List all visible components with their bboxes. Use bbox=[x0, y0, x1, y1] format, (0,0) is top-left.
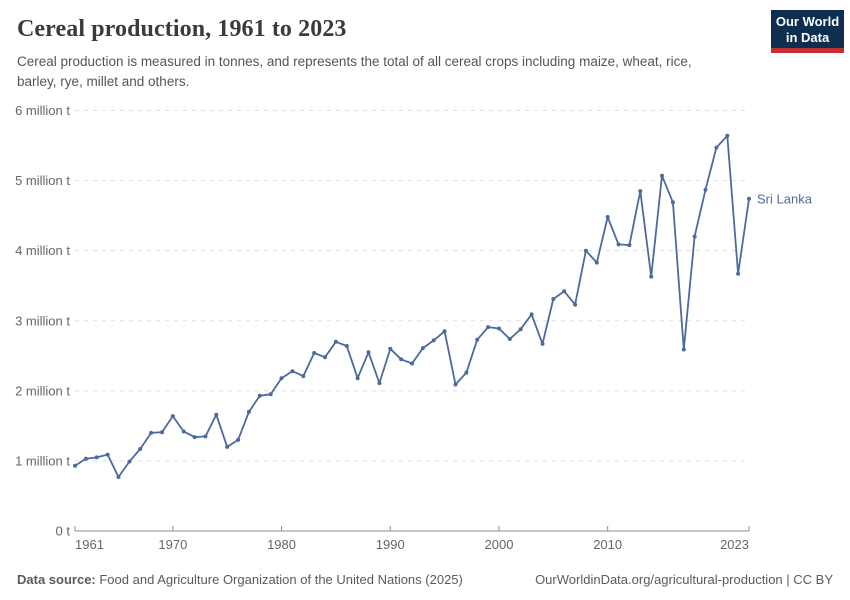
data-point[interactable] bbox=[486, 325, 491, 330]
chart-footer: Data source: Food and Agriculture Organi… bbox=[17, 572, 833, 587]
x-axis-tick-label: 1961 bbox=[75, 537, 104, 552]
data-point[interactable] bbox=[214, 412, 219, 417]
x-axis-tick-label: 1970 bbox=[158, 537, 187, 552]
data-point[interactable] bbox=[170, 414, 175, 419]
data-point[interactable] bbox=[464, 370, 469, 375]
data-point[interactable] bbox=[355, 376, 360, 381]
data-point[interactable] bbox=[703, 187, 708, 192]
data-point[interactable] bbox=[431, 338, 436, 343]
data-point[interactable] bbox=[236, 437, 241, 442]
data-point[interactable] bbox=[279, 376, 284, 381]
data-point[interactable] bbox=[94, 455, 99, 460]
data-point[interactable] bbox=[573, 302, 578, 307]
data-point[interactable] bbox=[583, 248, 588, 253]
data-source-label: Data source: bbox=[17, 572, 96, 587]
data-point[interactable] bbox=[507, 337, 512, 341]
chart-subtitle: Cereal production is measured in tonnes,… bbox=[17, 54, 692, 89]
data-point[interactable] bbox=[420, 346, 425, 351]
data-point[interactable] bbox=[638, 189, 643, 194]
data-point[interactable] bbox=[257, 393, 262, 398]
data-point[interactable] bbox=[127, 459, 132, 464]
data-point[interactable] bbox=[388, 346, 393, 351]
entity-label[interactable]: Sri Lanka bbox=[757, 191, 813, 206]
data-point[interactable] bbox=[627, 243, 632, 248]
y-axis-tick-label: 1 million t bbox=[15, 453, 70, 468]
data-point[interactable] bbox=[73, 463, 77, 468]
owid-logo-line1: Our World bbox=[775, 14, 840, 29]
data-point[interactable] bbox=[344, 344, 349, 348]
credit-line[interactable]: OurWorldinData.org/agricultural-producti… bbox=[535, 572, 833, 587]
data-point[interactable] bbox=[290, 369, 295, 374]
data-point[interactable] bbox=[681, 347, 686, 352]
data-point[interactable] bbox=[377, 381, 382, 386]
data-point[interactable] bbox=[475, 337, 480, 342]
data-point[interactable] bbox=[529, 312, 534, 317]
data-point[interactable] bbox=[660, 173, 664, 178]
owid-logo-line2: in Data bbox=[785, 30, 830, 45]
data-point[interactable] bbox=[747, 196, 751, 201]
data-point[interactable] bbox=[497, 326, 501, 331]
data-point[interactable] bbox=[268, 392, 273, 397]
data-point[interactable] bbox=[116, 475, 121, 479]
data-point[interactable] bbox=[181, 429, 186, 434]
data-point[interactable] bbox=[366, 350, 371, 355]
data-point[interactable] bbox=[551, 297, 556, 301]
data-point[interactable] bbox=[138, 447, 143, 451]
data-point[interactable] bbox=[410, 361, 414, 366]
data-point[interactable] bbox=[562, 289, 567, 294]
x-axis-tick-label: 2000 bbox=[485, 537, 514, 552]
data-point[interactable] bbox=[301, 374, 306, 379]
data-point[interactable] bbox=[83, 456, 88, 461]
data-point[interactable] bbox=[453, 382, 458, 387]
axis-layer: 0 t 1 million t 2 million t 3 million t 4 mi… bbox=[15, 103, 750, 552]
data-source-text: Food and Agriculture Organization of the… bbox=[95, 572, 463, 587]
data-point[interactable] bbox=[160, 430, 164, 435]
data-point[interactable] bbox=[670, 200, 675, 205]
data-point[interactable] bbox=[246, 409, 251, 414]
data-point[interactable] bbox=[605, 215, 610, 219]
data-point[interactable] bbox=[518, 327, 523, 332]
data-point[interactable] bbox=[192, 435, 197, 440]
data-point[interactable] bbox=[312, 351, 317, 355]
data-point[interactable] bbox=[692, 234, 697, 239]
gridline-layer bbox=[75, 110, 745, 462]
data-point[interactable] bbox=[616, 242, 621, 247]
data-source: Data source: Food and Agriculture Organi… bbox=[17, 572, 463, 587]
data-point[interactable] bbox=[649, 274, 654, 279]
y-axis-tick-label: 0 t bbox=[56, 524, 71, 539]
data-point[interactable] bbox=[594, 260, 599, 265]
data-point[interactable] bbox=[105, 452, 110, 457]
data-point[interactable] bbox=[225, 444, 230, 449]
x-axis-tick-label: 2010 bbox=[593, 537, 622, 552]
y-axis-tick-label: 2 million t bbox=[15, 383, 70, 398]
owid-logo[interactable]: Our World in Data bbox=[771, 10, 844, 53]
data-point[interactable] bbox=[725, 133, 730, 138]
data-point[interactable] bbox=[323, 355, 327, 360]
y-axis-tick-label: 4 million t bbox=[15, 243, 70, 258]
x-axis-tick-label: 1990 bbox=[376, 537, 405, 552]
x-axis-tick-label: 1980 bbox=[267, 537, 296, 552]
y-axis-tick-label: 5 million t bbox=[15, 173, 70, 188]
data-point[interactable] bbox=[399, 357, 404, 362]
data-point[interactable] bbox=[540, 341, 545, 346]
y-axis-tick-label: 6 million t bbox=[15, 103, 70, 118]
series-layer: Sri Lanka bbox=[73, 133, 813, 479]
data-point[interactable] bbox=[736, 271, 741, 276]
y-axis-tick-label: 3 million t bbox=[15, 313, 70, 328]
data-point[interactable] bbox=[149, 430, 154, 435]
x-axis-tick-label: 2023 bbox=[720, 537, 749, 552]
data-point[interactable] bbox=[714, 145, 719, 150]
page-title: Cereal production, 1961 to 2023 bbox=[17, 16, 347, 42]
series-line-sri-lanka[interactable] bbox=[74, 134, 750, 478]
data-point[interactable] bbox=[333, 339, 338, 344]
data-point[interactable] bbox=[203, 434, 208, 439]
data-point[interactable] bbox=[442, 329, 447, 334]
